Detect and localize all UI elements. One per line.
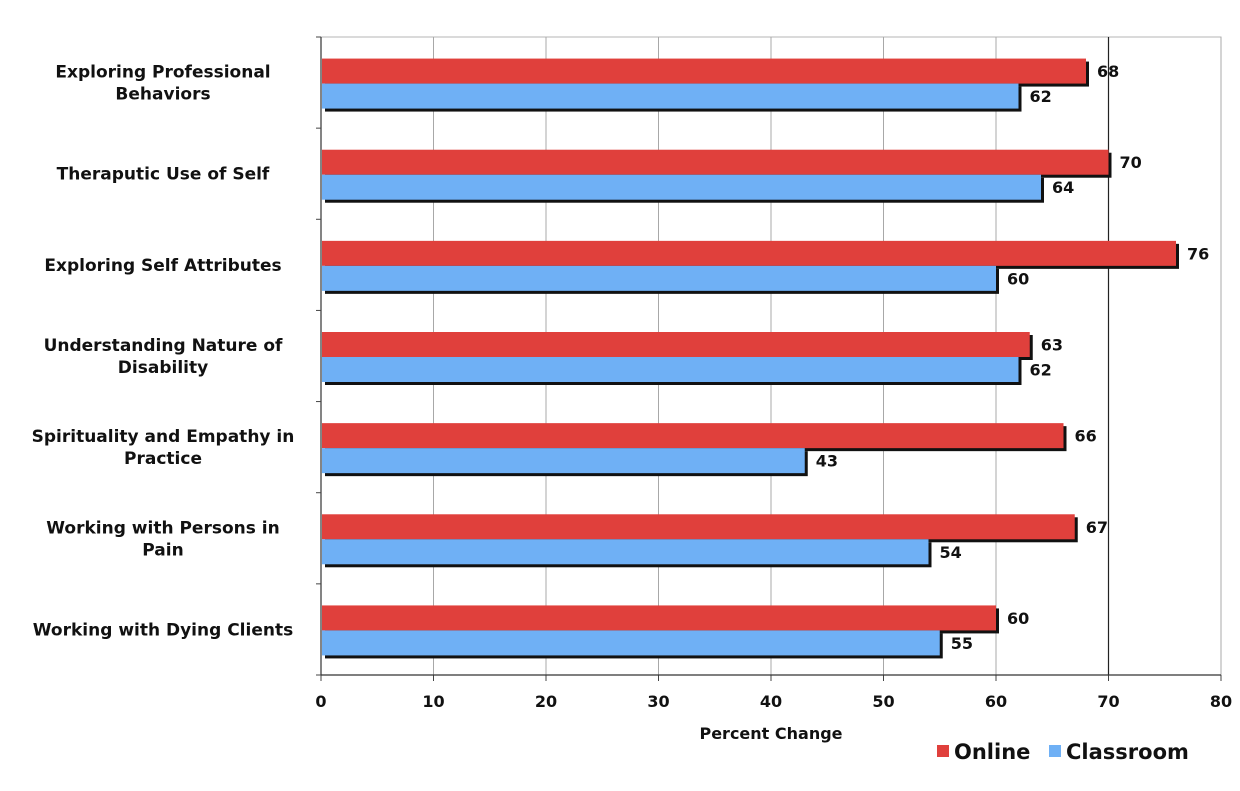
bar-classroom-5 [322,539,929,565]
x-tick-label-30: 30 [647,692,669,711]
value-label-online-0: 68 [1097,62,1119,81]
category-label-5: Working with Persons in Pain [46,518,279,560]
value-label-classroom-1: 64 [1052,178,1074,197]
category-label-line: Exploring Self Attributes [44,256,281,276]
category-label-line: Disability [118,358,208,378]
legend-label-online: Online [954,740,1030,764]
x-tick-label-60: 60 [985,692,1007,711]
category-label-2: Exploring Self Attributes [44,256,281,276]
value-label-classroom-3: 62 [1030,361,1052,380]
value-label-classroom-6: 55 [951,634,973,653]
axes [316,36,1222,681]
category-label-line: Working with Dying Clients [33,620,293,640]
legend-swatch-classroom [1049,745,1061,757]
bar-online-1 [322,149,1109,175]
bar-online-6 [322,605,996,631]
category-label-line: Working with Persons in [46,518,279,538]
bar-online-4 [322,423,1064,449]
value-label-online-3: 63 [1041,336,1063,355]
category-label-3: Understanding Nature of Disability [44,336,283,378]
x-tick-label-80: 80 [1210,692,1232,711]
category-label-4: Spirituality and Empathy in Practice [32,427,295,469]
x-axis-title: Percent Change [699,724,842,743]
category-label-line: Exploring Professional [55,63,270,83]
legend-swatch-online [937,745,949,757]
value-label-online-1: 70 [1120,153,1142,172]
x-tick-label-40: 40 [760,692,782,711]
bar-classroom-4 [322,448,805,474]
x-tick-label-10: 10 [422,692,444,711]
value-label-classroom-2: 60 [1007,269,1029,288]
value-label-classroom-5: 54 [940,543,962,562]
bar-online-3 [322,332,1030,357]
bar-classroom-6 [322,630,940,656]
bar-classroom-1 [322,174,1041,200]
bar-classroom-3 [322,357,1019,382]
category-label-0: Exploring Professional Behaviors [55,63,270,105]
category-label-6: Working with Dying Clients [33,620,293,640]
category-label-1: Theraputic Use of Self [57,165,270,185]
category-label-line: Understanding Nature of [44,336,283,356]
value-label-online-2: 76 [1187,244,1209,263]
legend-label-classroom: Classroom [1066,740,1189,764]
value-label-classroom-4: 43 [816,452,838,471]
labels: 0 10 20 30 40 50 60 70 80 68 62 Exploring Professio… [32,62,1233,711]
bar-classroom-0 [322,83,1019,109]
category-label-line: Theraputic Use of Self [57,165,270,185]
value-label-classroom-0: 62 [1030,87,1052,106]
bar-online-5 [322,514,1075,540]
value-label-online-4: 66 [1075,427,1097,446]
bar-online-0 [322,58,1086,84]
value-label-online-6: 60 [1007,609,1029,628]
x-tick-label-0: 0 [315,692,326,711]
x-tick-label-70: 70 [1097,692,1119,711]
legend: Online Classroom [937,740,1189,764]
x-tick-label-20: 20 [535,692,557,711]
bar-online-2 [322,240,1176,266]
category-label-line: Practice [124,449,202,469]
category-label-line: Spirituality and Empathy in [32,427,295,447]
x-tick-label-50: 50 [872,692,894,711]
category-label-line: Behaviors [115,85,210,105]
bars [322,58,1179,659]
value-label-online-5: 67 [1086,518,1108,537]
category-label-line: Pain [142,540,183,560]
bar-classroom-2 [322,265,996,291]
